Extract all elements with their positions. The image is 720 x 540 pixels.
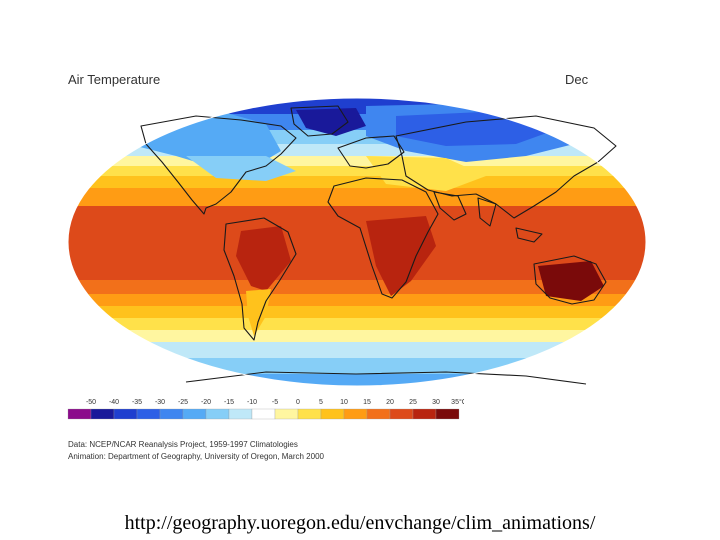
- legend-tick-label: -50: [86, 399, 96, 406]
- animation-credit: Animation: Department of Geography, Univ…: [68, 452, 324, 461]
- temperature-legend: -50 -40 -35 -30 -25 -20 -15 -10 -5 0 5 10 15 20 25 30 35…: [67, 398, 464, 420]
- legend-swatch: [435, 408, 460, 420]
- legend-tick-label: -25: [178, 399, 188, 406]
- coastlines: [140, 105, 617, 385]
- legend-swatch: [389, 408, 414, 420]
- legend-tick-label: -35: [132, 399, 142, 406]
- legend-swatch: [113, 408, 138, 420]
- legend-tick-label: -15: [224, 399, 234, 406]
- legend-tick-label: 20: [386, 399, 394, 406]
- legend-color-scale: [67, 408, 460, 420]
- legend-swatch: [251, 408, 276, 420]
- data-source-credit: Data: NCEP/NCAR Reanalysis Project, 1959…: [68, 440, 298, 449]
- legend-swatch: [343, 408, 368, 420]
- legend-swatch: [67, 408, 92, 420]
- source-url-caption: http://geography.uoregon.edu/envchange/c…: [124, 512, 596, 534]
- legend-tick-label: 0: [296, 399, 300, 406]
- legend-swatch: [274, 408, 299, 420]
- legend-tick-label: 5: [319, 399, 323, 406]
- legend-tick-label: -10: [247, 399, 257, 406]
- legend-tick-label: -40: [109, 399, 119, 406]
- legend-swatch: [366, 408, 391, 420]
- legend-swatch: [90, 408, 115, 420]
- legend-swatch: [205, 408, 230, 420]
- legend-tick-label: -5: [272, 399, 278, 406]
- legend-swatch: [228, 408, 253, 420]
- legend-tick-label: 15: [363, 399, 371, 406]
- legend-swatch: [412, 408, 437, 420]
- legend-swatch: [320, 408, 345, 420]
- map-month-label: Dec: [565, 72, 589, 87]
- legend-tick-label: 10: [340, 399, 348, 406]
- legend-tick-label: -20: [201, 399, 211, 406]
- legend-tick-label: 30: [432, 399, 440, 406]
- temperature-world-map: [67, 97, 647, 387]
- map-title: Air Temperature: [68, 72, 161, 87]
- legend-swatch: [182, 408, 207, 420]
- legend-swatch: [136, 408, 161, 420]
- legend-tick-label: 25: [409, 399, 417, 406]
- legend-tick-label: -30: [155, 399, 165, 406]
- temperature-field: [68, 98, 646, 386]
- legend-swatch: [159, 408, 184, 420]
- legend-tick-labels: -50 -40 -35 -30 -25 -20 -15 -10 -5 0 5 10 15 20 25 30 35…: [86, 398, 464, 406]
- legend-tick-label: 35°C: [451, 398, 464, 406]
- legend-swatch: [297, 408, 322, 420]
